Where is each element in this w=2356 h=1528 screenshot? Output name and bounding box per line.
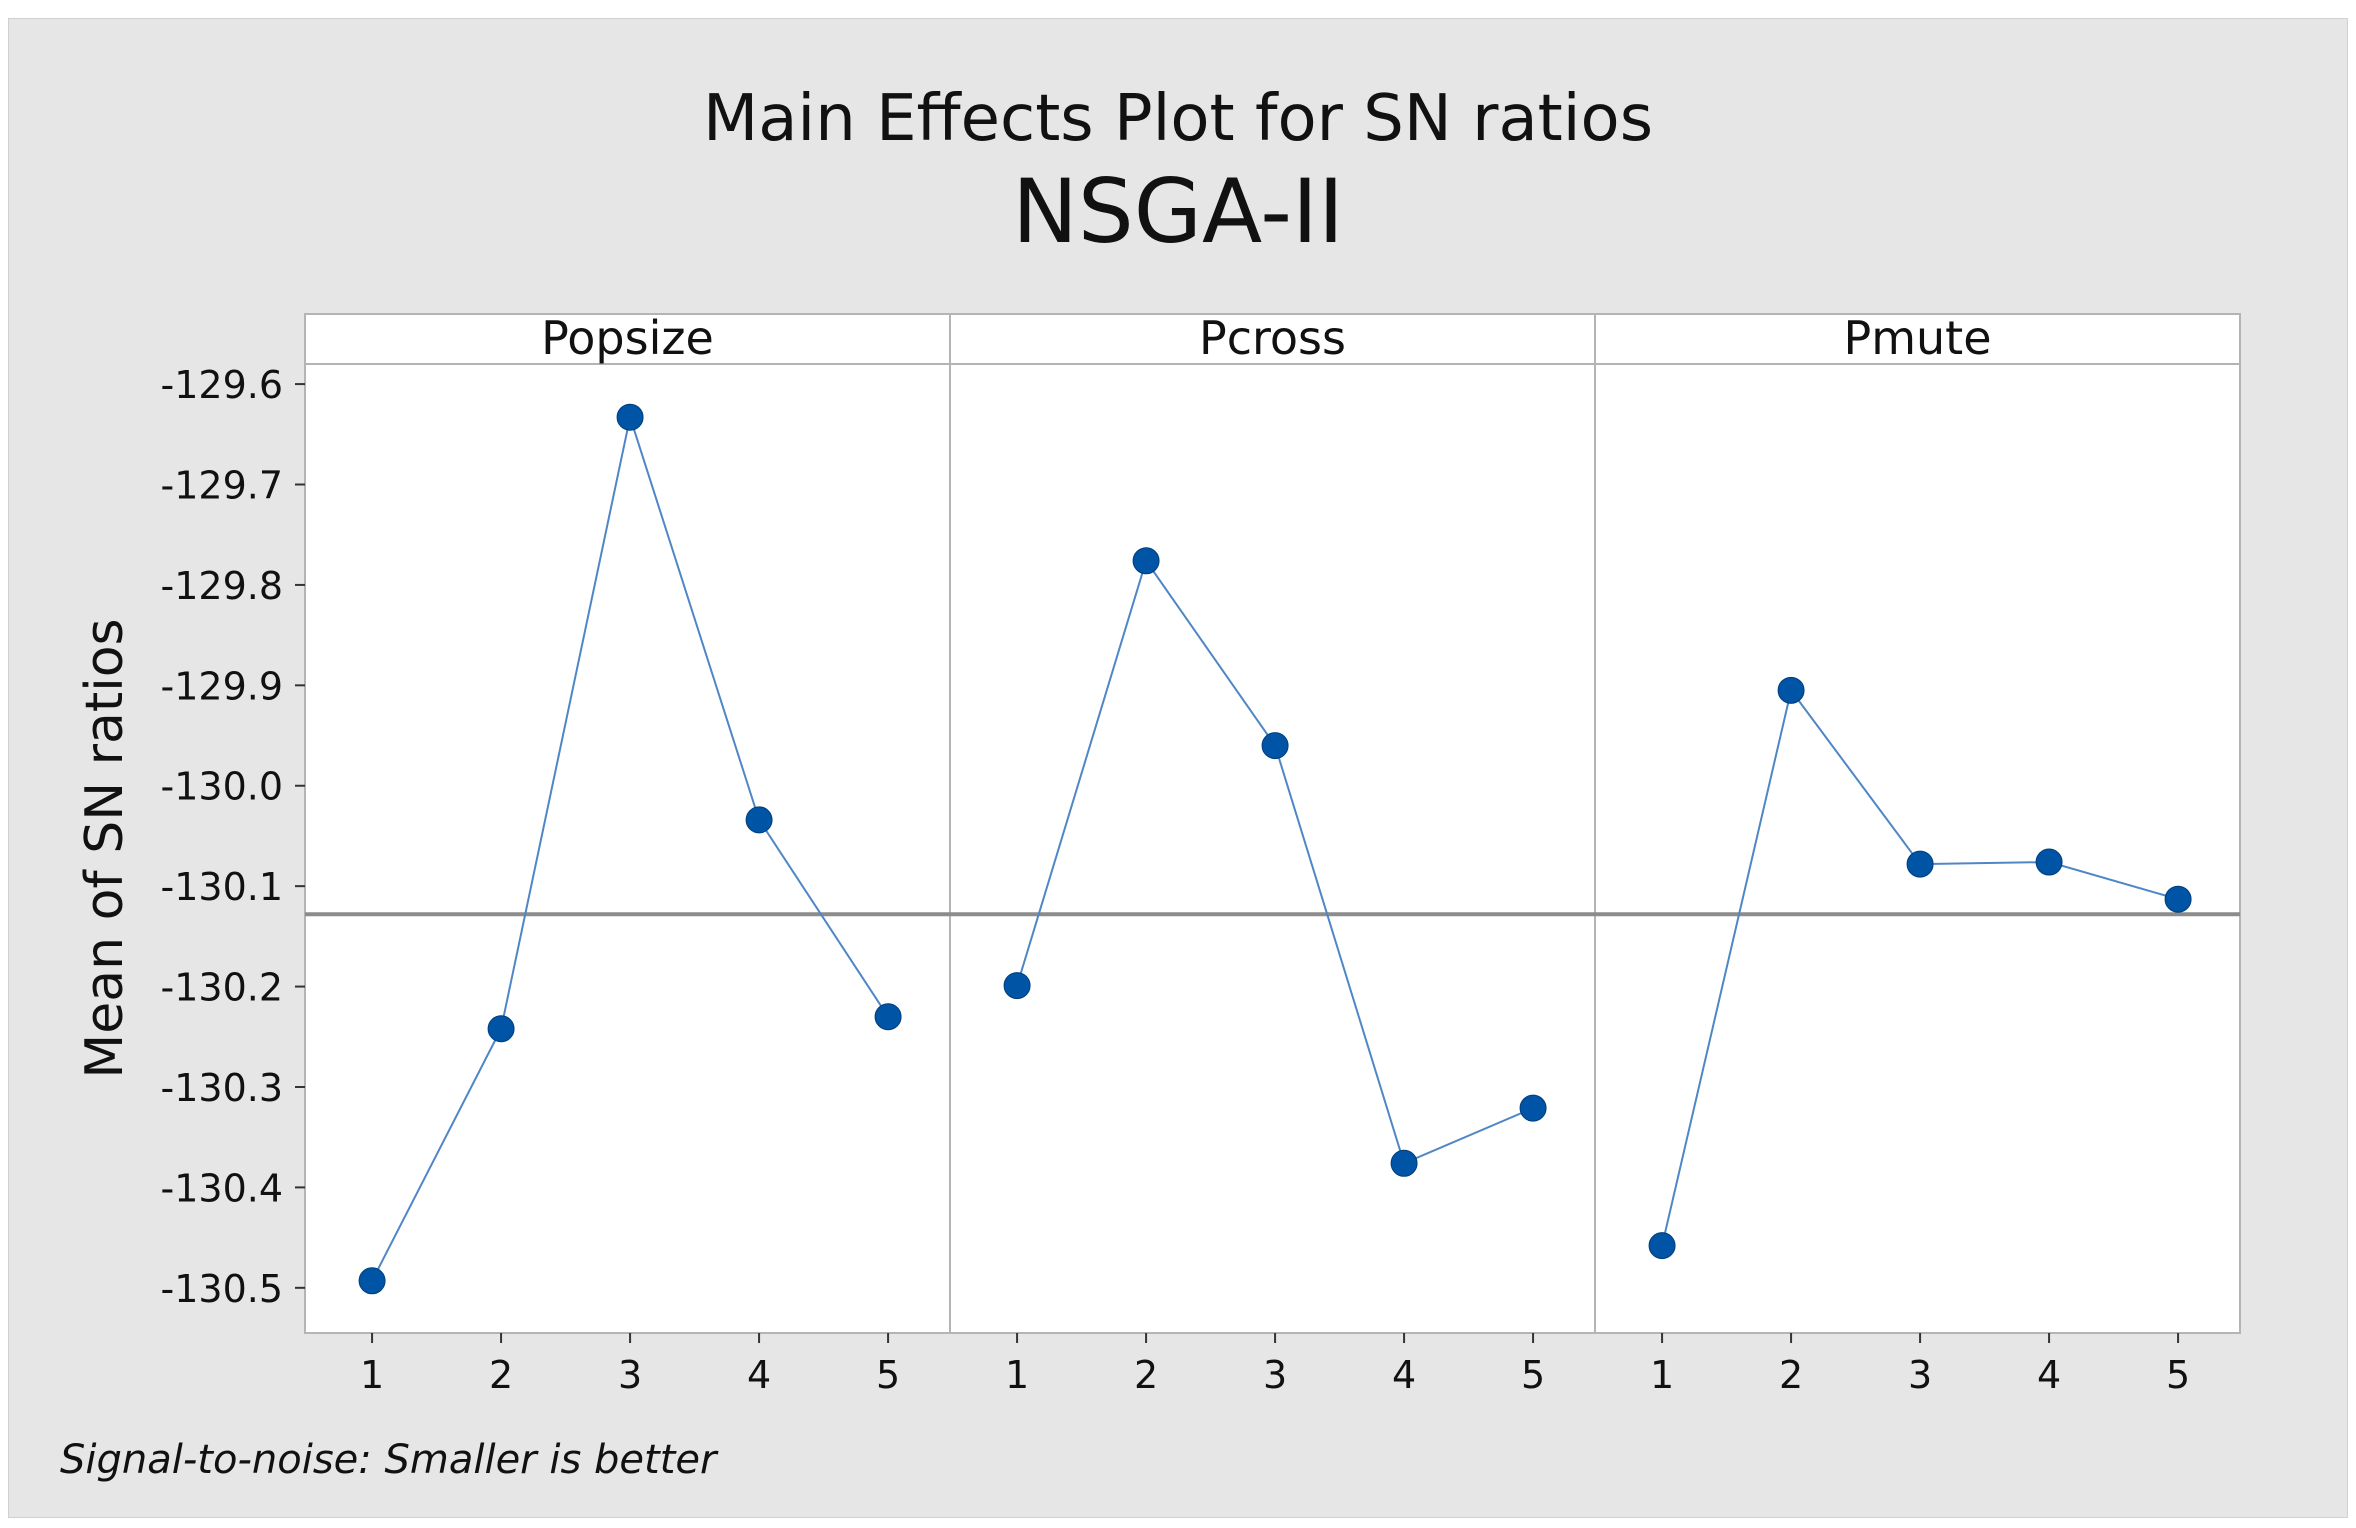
- data-point: [745, 806, 773, 834]
- data-point: [1906, 850, 1934, 878]
- data-point: [2164, 885, 2192, 913]
- y-tick-label: -130.2: [161, 966, 284, 1010]
- data-point: [874, 1003, 902, 1031]
- panel-header-label: Pcross: [1199, 311, 1346, 365]
- y-tick-label: -130.3: [161, 1066, 284, 1110]
- plot-area: [304, 313, 2241, 1334]
- chart-title: Main Effects Plot for SN ratios: [702, 82, 1654, 156]
- data-point: [616, 403, 644, 431]
- x-tick-label: 5: [876, 1353, 900, 1397]
- data-point: [1519, 1094, 1547, 1122]
- data-point: [1390, 1149, 1418, 1177]
- x-tick-label: 4: [1392, 1353, 1416, 1397]
- data-point: [1003, 972, 1031, 1000]
- data-point: [1261, 732, 1289, 760]
- panel-header-label: Popsize: [541, 311, 714, 365]
- x-tick-label: 2: [1779, 1353, 1803, 1397]
- data-point: [1777, 676, 1805, 704]
- x-tick-label: 1: [360, 1353, 384, 1397]
- x-tick-label: 4: [2037, 1353, 2061, 1397]
- data-point: [1132, 547, 1160, 575]
- data-point: [358, 1267, 386, 1295]
- x-tick-label: 1: [1005, 1353, 1029, 1397]
- x-tick-label: 3: [1908, 1353, 1932, 1397]
- x-tick-label: 1: [1650, 1353, 1674, 1397]
- y-tick-label: -129.9: [161, 664, 284, 708]
- y-tick-label: -129.6: [161, 363, 284, 407]
- chart-subtitle: NSGA-II: [1012, 160, 1344, 263]
- y-tick-label: -130.5: [161, 1267, 284, 1311]
- data-point: [1648, 1232, 1676, 1260]
- x-tick-label: 2: [1134, 1353, 1158, 1397]
- y-tick-label: -130.0: [161, 765, 284, 809]
- x-tick-label: 5: [1521, 1353, 1545, 1397]
- y-tick-label: -129.7: [161, 463, 284, 507]
- footnote: Signal-to-noise: Smaller is better: [60, 1437, 717, 1483]
- data-point: [2035, 848, 2063, 876]
- x-tick-label: 4: [747, 1353, 771, 1397]
- y-axis-label: Mean of SN ratios: [75, 618, 135, 1078]
- y-tick-label: -130.1: [161, 865, 284, 909]
- panel-header-label: Pmute: [1843, 311, 1991, 365]
- x-tick-label: 3: [1263, 1353, 1287, 1397]
- data-point: [487, 1015, 515, 1043]
- x-tick-label: 2: [489, 1353, 513, 1397]
- y-tick-label: -130.4: [161, 1166, 284, 1210]
- x-tick-label: 5: [2166, 1353, 2190, 1397]
- x-tick-label: 3: [618, 1353, 642, 1397]
- y-tick-label: -129.8: [161, 564, 284, 608]
